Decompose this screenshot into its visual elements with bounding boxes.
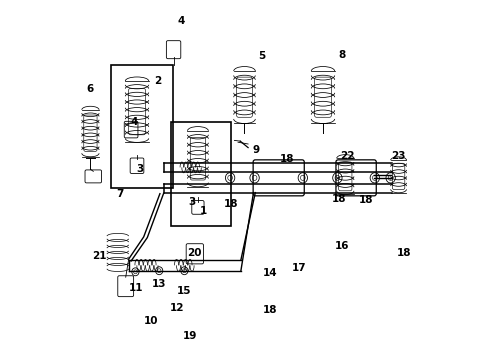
Text: 4: 4 — [178, 16, 185, 26]
Text: 23: 23 — [390, 150, 405, 161]
Text: 10: 10 — [143, 316, 158, 326]
Text: 9: 9 — [252, 145, 259, 156]
Text: 4: 4 — [130, 117, 138, 127]
Text: 19: 19 — [182, 330, 197, 341]
Text: 18: 18 — [331, 194, 346, 204]
Text: 17: 17 — [291, 263, 306, 273]
Text: 18: 18 — [263, 305, 277, 315]
Text: 18: 18 — [358, 195, 373, 205]
Text: 5: 5 — [258, 51, 265, 61]
Text: 6: 6 — [86, 84, 94, 94]
Text: 8: 8 — [338, 50, 346, 60]
Text: 22: 22 — [339, 150, 354, 161]
Bar — [170, 122, 231, 226]
Text: 14: 14 — [263, 268, 277, 278]
Text: 18: 18 — [396, 248, 410, 258]
Text: 3: 3 — [136, 164, 143, 174]
Text: 20: 20 — [187, 248, 202, 258]
Text: 1: 1 — [199, 206, 206, 216]
Text: 13: 13 — [151, 279, 166, 289]
Text: 11: 11 — [129, 283, 143, 293]
Text: 2: 2 — [153, 76, 161, 86]
Text: 18: 18 — [279, 154, 294, 164]
Text: 3: 3 — [188, 197, 196, 207]
Text: 21: 21 — [92, 251, 107, 261]
Text: 16: 16 — [334, 240, 349, 251]
Bar — [111, 65, 172, 188]
Text: 18: 18 — [223, 199, 238, 210]
Text: 7: 7 — [116, 189, 124, 199]
Text: 15: 15 — [176, 286, 191, 296]
Text: 12: 12 — [169, 303, 183, 313]
